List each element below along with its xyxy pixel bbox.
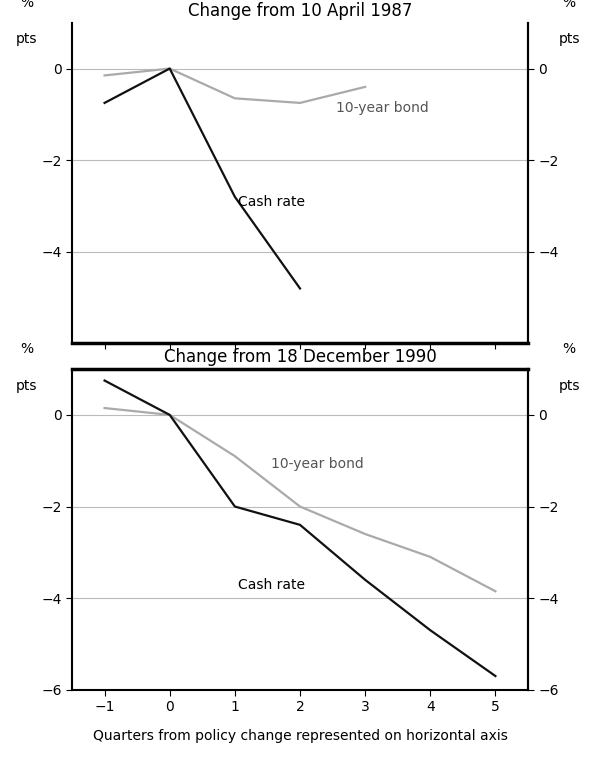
Text: Quarters from policy change represented on horizontal axis: Quarters from policy change represented … (92, 729, 508, 743)
Text: %: % (20, 0, 33, 10)
Title: Change from 18 December 1990: Change from 18 December 1990 (164, 348, 436, 366)
Text: pts: pts (558, 379, 580, 393)
Text: 10-year bond: 10-year bond (271, 456, 364, 471)
Text: %: % (20, 343, 33, 356)
Title: Change from 10 April 1987: Change from 10 April 1987 (188, 2, 412, 20)
Text: 10-year bond: 10-year bond (336, 101, 428, 115)
Text: %: % (562, 343, 575, 356)
Text: Cash rate: Cash rate (238, 578, 305, 592)
Text: pts: pts (16, 379, 37, 393)
Text: Cash rate: Cash rate (238, 195, 305, 209)
Text: %: % (562, 0, 575, 10)
Text: pts: pts (16, 33, 37, 46)
Text: pts: pts (558, 33, 580, 46)
